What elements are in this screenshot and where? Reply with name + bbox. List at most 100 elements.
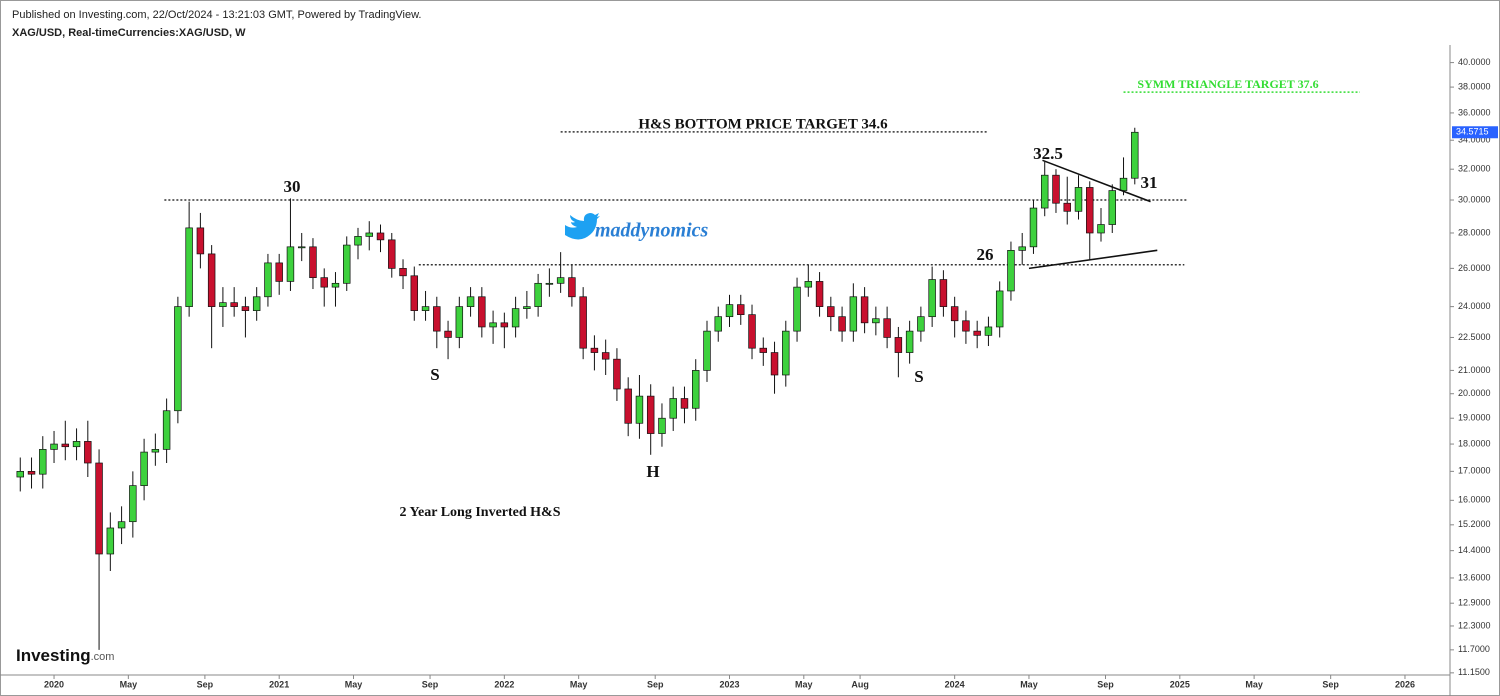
candle-body xyxy=(804,281,813,288)
candle-body xyxy=(252,296,261,311)
candle-body xyxy=(421,306,430,311)
candle-body xyxy=(646,395,655,434)
x-tick-label: Sep xyxy=(1322,679,1339,689)
candle-body xyxy=(117,521,126,529)
candle-body xyxy=(1074,187,1083,212)
x-tick-label: May xyxy=(1020,679,1038,689)
candle-body xyxy=(1018,246,1026,251)
y-tick-label: 11.1500 xyxy=(1458,667,1490,677)
trendline xyxy=(1028,249,1158,270)
candle-body xyxy=(455,306,464,338)
candle-body xyxy=(1131,131,1139,179)
candle-body xyxy=(860,296,869,324)
candle-body xyxy=(354,236,362,246)
candle-body xyxy=(106,527,115,555)
candle-body xyxy=(748,314,756,349)
candle-body xyxy=(466,296,475,307)
x-tick-label: 2021 xyxy=(269,679,289,689)
candle-body xyxy=(376,232,385,241)
watermark-handle: maddynomics xyxy=(595,220,709,242)
candle-body xyxy=(16,471,24,478)
y-tick-label: 30.0000 xyxy=(1458,194,1491,204)
candle-body xyxy=(950,306,959,322)
candle-body xyxy=(162,410,171,450)
candle-body xyxy=(365,232,373,237)
x-tick-label: May xyxy=(120,679,138,689)
candle-body xyxy=(1097,224,1105,234)
candle-body xyxy=(27,471,36,475)
candle-body xyxy=(770,352,779,376)
candle-body xyxy=(1108,190,1116,225)
y-tick-label: 38.0000 xyxy=(1458,81,1491,91)
candle-body xyxy=(579,296,587,349)
candle-body xyxy=(534,282,542,307)
candle-body xyxy=(230,302,238,307)
candle-body xyxy=(894,337,903,353)
candle-body xyxy=(511,308,520,328)
candle-body xyxy=(815,281,824,307)
y-tick-label: 32.0000 xyxy=(1458,164,1491,174)
y-tick-label: 18.0000 xyxy=(1458,438,1491,448)
candle-body xyxy=(500,322,509,328)
candle-body xyxy=(185,227,193,307)
candle-body xyxy=(320,277,328,288)
candle-body xyxy=(264,262,272,298)
candle-body xyxy=(219,302,227,307)
trendline xyxy=(1042,159,1151,203)
candle-body xyxy=(523,306,531,309)
annotation: 2 Year Long Inverted H&S xyxy=(400,505,561,520)
candle-body xyxy=(669,398,677,419)
candle-body xyxy=(601,352,610,360)
y-tick-label: 14.4000 xyxy=(1458,545,1491,555)
candle-body xyxy=(917,316,925,332)
candle-body xyxy=(635,395,644,424)
x-tick-label: May xyxy=(345,679,363,689)
y-tick-label: 21.0000 xyxy=(1458,365,1491,375)
candle-body xyxy=(1040,174,1049,209)
candle-body xyxy=(849,296,858,332)
candle-body xyxy=(872,318,880,324)
twitter-icon xyxy=(565,213,600,240)
candle-body xyxy=(658,417,666,434)
candle-body xyxy=(984,326,993,336)
y-tick-label: 12.9000 xyxy=(1458,598,1491,608)
candle-body xyxy=(174,306,182,412)
candle-body xyxy=(883,318,891,338)
candle-body xyxy=(151,449,160,453)
x-tick-label: May xyxy=(795,679,813,689)
candle-body xyxy=(1119,177,1128,191)
candle-body xyxy=(995,290,1004,328)
candle-body xyxy=(703,330,711,371)
candle-body xyxy=(388,239,396,269)
candle-body xyxy=(962,320,970,332)
annotation: 30 xyxy=(284,177,301,196)
annotation: 32.5 xyxy=(1033,144,1063,163)
annotation: 31 xyxy=(1141,173,1158,192)
candle-body xyxy=(1007,250,1015,292)
published-note: Published on Investing.com, 22/Oct/2024 … xyxy=(12,9,421,21)
annotation: S xyxy=(430,365,439,384)
candle-body xyxy=(95,462,103,555)
candle-body xyxy=(61,443,70,448)
price-label-box xyxy=(1452,126,1498,139)
candle-body xyxy=(72,441,81,448)
symbol-title: XAG/USD, Real-timeCurrencies:XAG/USD, W xyxy=(12,27,246,39)
logo: Investing.com xyxy=(16,646,114,665)
candle-body xyxy=(444,330,452,338)
candle-body xyxy=(1063,202,1071,212)
candle-body xyxy=(680,398,689,409)
candle-body xyxy=(973,330,981,336)
annotation: H&S BOTTOM PRICE TARGET 34.6 xyxy=(638,116,888,132)
candle-body xyxy=(838,316,846,332)
logo-suffix: .com xyxy=(91,651,115,663)
annotation: SYMM TRIANGLE TARGET 37.6 xyxy=(1137,77,1318,91)
x-tick-label: May xyxy=(570,679,588,689)
candle-body xyxy=(556,277,565,284)
x-tick-label: Sep xyxy=(197,679,214,689)
x-tick-label: 2023 xyxy=(719,679,739,689)
candle-body xyxy=(207,253,216,307)
candle-body xyxy=(399,268,407,277)
x-tick-label: 2024 xyxy=(945,679,965,689)
candle-body xyxy=(759,347,768,353)
